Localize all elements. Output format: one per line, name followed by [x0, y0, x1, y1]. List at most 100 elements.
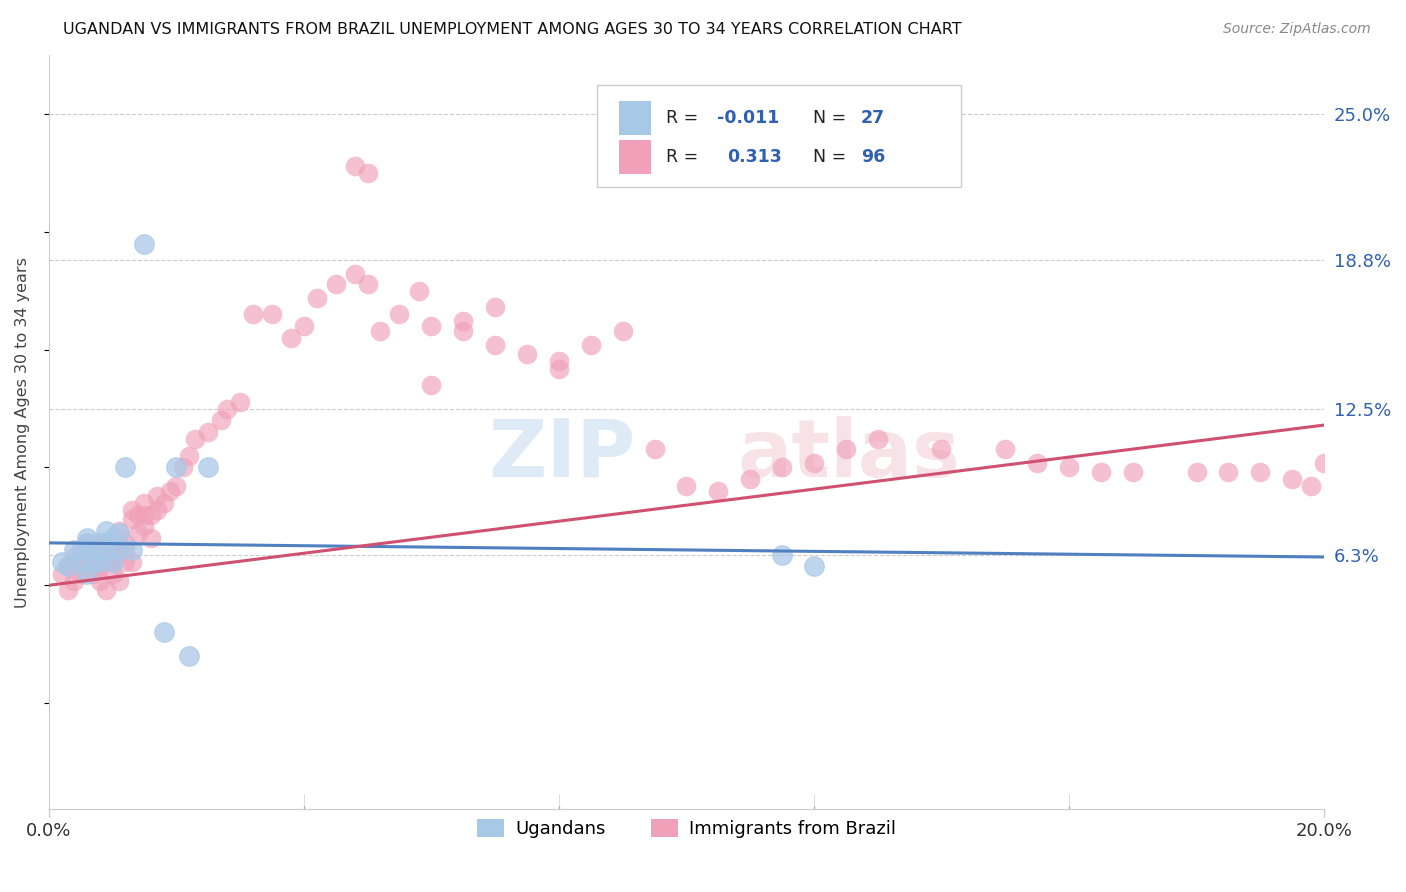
Point: [89, 574, 111, 588]
Text: N =: N =: [813, 148, 852, 166]
Point: [76, 549, 98, 564]
Point: [547, 361, 569, 376]
Point: [82, 555, 104, 569]
Point: [197, 425, 219, 439]
Point: [108, 526, 131, 541]
Point: [612, 324, 634, 338]
Point: [82, 566, 104, 581]
Point: [127, 508, 149, 522]
Point: [770, 460, 793, 475]
Point: [1122, 465, 1144, 479]
Point: [89, 555, 111, 569]
Point: [866, 432, 889, 446]
Point: [69, 555, 91, 569]
Point: [1218, 465, 1240, 479]
Point: [217, 401, 239, 416]
Point: [94, 543, 117, 558]
Point: [177, 449, 200, 463]
Point: [146, 503, 169, 517]
Point: [1301, 479, 1323, 493]
Text: UGANDAN VS IMMIGRANTS FROM BRAZIL UNEMPLOYMENT AMONG AGES 30 TO 34 YEARS CORRELA: UGANDAN VS IMMIGRANTS FROM BRAZIL UNEMPL…: [63, 22, 962, 37]
Point: [356, 166, 378, 180]
Point: [305, 291, 328, 305]
Point: [69, 566, 91, 581]
Point: [82, 536, 104, 550]
Point: [740, 472, 762, 486]
Point: [1249, 465, 1271, 479]
Point: [451, 324, 474, 338]
Point: [63, 549, 86, 564]
Point: [76, 566, 98, 581]
Point: [644, 442, 666, 456]
Point: [139, 508, 162, 522]
FancyBboxPatch shape: [619, 140, 651, 174]
Point: [420, 378, 443, 392]
Point: [94, 524, 117, 538]
Text: 0.313: 0.313: [727, 148, 782, 166]
Point: [343, 267, 366, 281]
Point: [260, 307, 283, 321]
Point: [108, 536, 131, 550]
Point: [484, 300, 506, 314]
Point: [1185, 465, 1208, 479]
Text: R =: R =: [666, 148, 709, 166]
Point: [101, 566, 124, 581]
Point: [242, 307, 264, 321]
Point: [184, 432, 207, 446]
Point: [76, 536, 98, 550]
Point: [368, 324, 391, 338]
Point: [63, 543, 86, 558]
Point: [134, 496, 156, 510]
Point: [108, 524, 131, 538]
Point: [101, 555, 124, 569]
Point: [94, 582, 117, 597]
Point: [803, 559, 825, 574]
Point: [292, 319, 315, 334]
Point: [69, 543, 91, 558]
FancyBboxPatch shape: [598, 86, 960, 187]
Point: [209, 413, 232, 427]
Point: [121, 543, 143, 558]
Point: [280, 331, 302, 345]
Point: [579, 338, 602, 352]
Point: [408, 284, 430, 298]
Point: [89, 555, 111, 569]
Point: [1281, 472, 1303, 486]
Point: [94, 555, 117, 569]
Point: [1057, 460, 1080, 475]
Point: [82, 543, 104, 558]
Text: ZIP: ZIP: [488, 416, 636, 494]
Point: [770, 548, 793, 562]
Point: [89, 543, 111, 558]
Point: [127, 526, 149, 541]
Point: [76, 559, 98, 574]
Point: [134, 508, 156, 522]
Point: [165, 460, 187, 475]
Point: [547, 354, 569, 368]
Point: [516, 347, 538, 361]
Text: atlas: atlas: [737, 416, 960, 494]
Point: [108, 574, 131, 588]
Legend: Ugandans, Immigrants from Brazil: Ugandans, Immigrants from Brazil: [470, 812, 903, 846]
Point: [69, 543, 91, 558]
Point: [114, 555, 136, 569]
Point: [146, 489, 169, 503]
Point: [94, 536, 117, 550]
Point: [931, 442, 953, 456]
Text: Source: ZipAtlas.com: Source: ZipAtlas.com: [1223, 22, 1371, 37]
Point: [69, 555, 91, 569]
Point: [177, 648, 200, 663]
Point: [343, 159, 366, 173]
Text: 27: 27: [860, 109, 886, 127]
Point: [165, 479, 187, 493]
Point: [356, 277, 378, 291]
Point: [152, 625, 174, 640]
Point: [76, 531, 98, 545]
Point: [325, 277, 347, 291]
Point: [121, 555, 143, 569]
Text: R =: R =: [666, 109, 704, 127]
Point: [89, 559, 111, 574]
Point: [114, 460, 136, 475]
Point: [56, 559, 79, 574]
Point: [229, 394, 252, 409]
